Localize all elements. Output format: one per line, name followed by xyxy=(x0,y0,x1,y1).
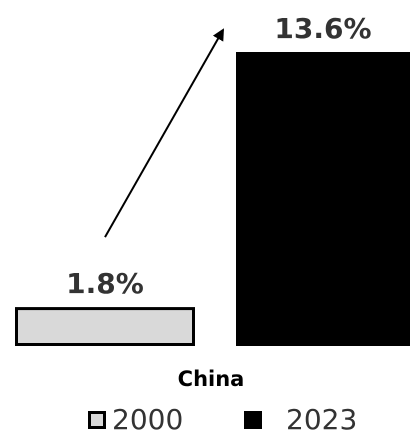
bar-2023 xyxy=(236,52,410,346)
legend-label-2000: 2000 xyxy=(112,403,184,436)
legend-swatch-2000 xyxy=(88,411,106,429)
growth-arrow xyxy=(104,28,224,238)
value-label-2000: 1.8% xyxy=(66,267,144,300)
bar-chart: 1.8% 13.6% China xyxy=(15,12,410,391)
legend-item-2023: 2023 xyxy=(244,404,357,436)
legend-swatch-2023 xyxy=(244,411,262,429)
legend: 2000 2023 xyxy=(0,404,410,436)
bar-2000 xyxy=(15,307,195,346)
value-label-2023: 13.6% xyxy=(274,12,371,45)
category-label: China xyxy=(178,367,245,391)
legend-label-2023: 2023 xyxy=(286,403,358,436)
legend-item-2000: 2000 xyxy=(88,404,183,436)
